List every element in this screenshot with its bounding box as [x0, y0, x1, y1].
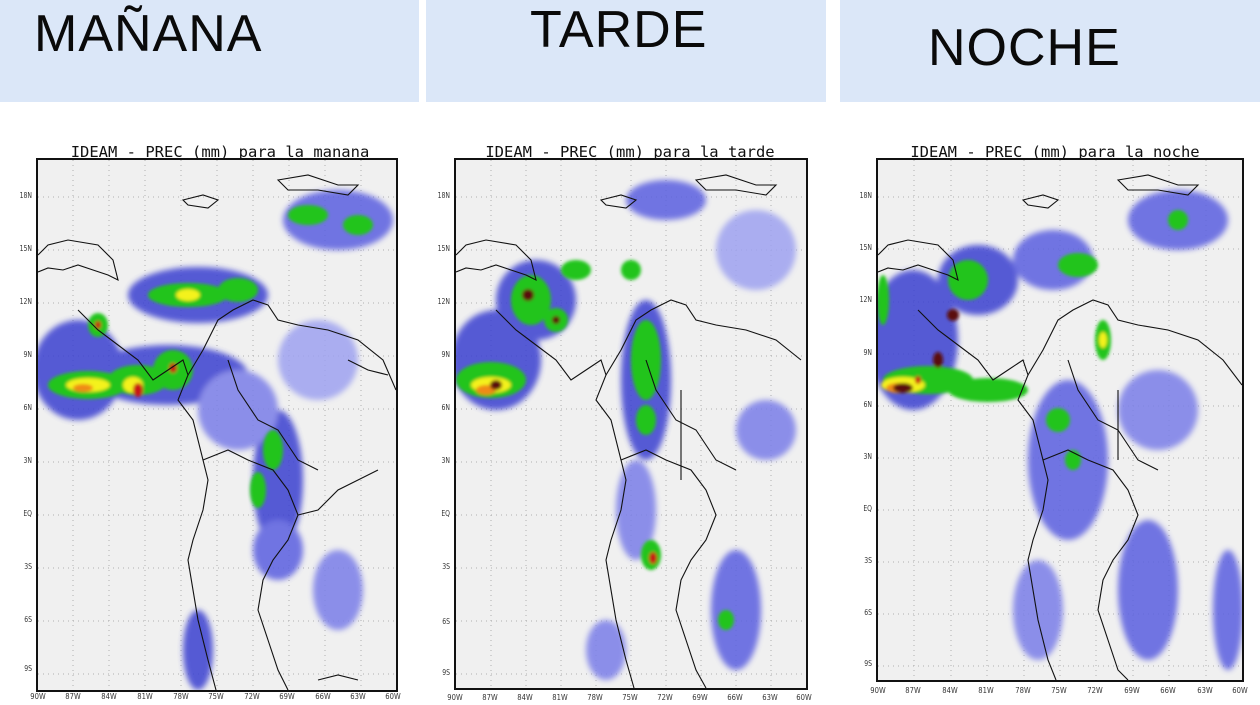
- precip-map-tarde: [454, 158, 808, 690]
- header-manana-label: MAÑANA: [34, 5, 263, 63]
- x-tick: 81W: [552, 693, 568, 702]
- x-tick: 78W: [173, 692, 189, 701]
- y-tick: 6S: [864, 608, 872, 617]
- y-tick: 12N: [859, 295, 872, 304]
- y-tick: 18N: [437, 191, 450, 200]
- y-tick: 15N: [859, 243, 872, 252]
- x-tick: 75W: [622, 693, 638, 702]
- x-tick: 90W: [870, 686, 886, 695]
- map-title-line1: IDEAM - PREC (mm) para la tarde: [485, 143, 775, 161]
- y-tick: 6S: [442, 617, 450, 626]
- x-tick: 81W: [978, 686, 994, 695]
- x-tick: 63W: [350, 692, 366, 701]
- y-tick: EQ: [23, 509, 32, 518]
- x-tick: 72W: [1087, 686, 1103, 695]
- x-tick: 72W: [244, 692, 260, 701]
- x-tick: 72W: [657, 693, 673, 702]
- y-tick: 12N: [19, 297, 32, 306]
- header-tarde-label: TARDE: [530, 1, 708, 59]
- x-tick: 84W: [517, 693, 533, 702]
- y-tick: 6N: [23, 403, 32, 412]
- map-title-line1: IDEAM - PREC (mm) para la manana: [70, 143, 370, 161]
- header-tarde: TARDE: [426, 0, 826, 102]
- x-tick: 90W: [30, 692, 46, 701]
- y-tick: 3N: [23, 456, 32, 465]
- y-tick: 3N: [441, 456, 450, 465]
- header-noche: NOCHE: [840, 0, 1260, 102]
- y-tick: EQ: [863, 504, 872, 513]
- x-tick: 63W: [762, 693, 778, 702]
- x-tick: 60W: [1232, 686, 1248, 695]
- x-tick: 75W: [1051, 686, 1067, 695]
- y-tick: 9S: [864, 659, 872, 668]
- x-tick: 90W: [447, 693, 463, 702]
- x-tick: 78W: [587, 693, 603, 702]
- x-tick: 78W: [1015, 686, 1031, 695]
- x-tick: 66W: [1160, 686, 1176, 695]
- x-tick: 69W: [692, 693, 708, 702]
- x-tick: 66W: [315, 692, 331, 701]
- x-tick: 84W: [101, 692, 117, 701]
- x-tick: 81W: [137, 692, 153, 701]
- precip-map-manana: [36, 158, 398, 692]
- y-tick: 12N: [437, 297, 450, 306]
- y-tick: 3N: [863, 452, 872, 461]
- x-tick: 87W: [905, 686, 921, 695]
- x-tick: 63W: [1197, 686, 1213, 695]
- y-tick: 9S: [442, 668, 450, 677]
- header-manana: MAÑANA: [0, 0, 419, 102]
- y-tick: 6S: [24, 615, 32, 624]
- y-tick: 3S: [442, 562, 450, 571]
- map-title-line1: IDEAM - PREC (mm) para la noche: [910, 143, 1200, 161]
- y-tick: 6N: [863, 400, 872, 409]
- x-tick: 84W: [942, 686, 958, 695]
- y-tick: EQ: [441, 509, 450, 518]
- y-tick: 9N: [23, 350, 32, 359]
- x-tick: 60W: [796, 693, 812, 702]
- y-tick: 18N: [859, 191, 872, 200]
- x-tick: 69W: [279, 692, 295, 701]
- x-tick: 66W: [727, 693, 743, 702]
- y-tick: 15N: [19, 244, 32, 253]
- y-tick: 18N: [19, 191, 32, 200]
- x-tick: 60W: [385, 692, 401, 701]
- y-tick: 15N: [437, 244, 450, 253]
- y-tick: 9N: [863, 348, 872, 357]
- x-tick: 87W: [482, 693, 498, 702]
- y-tick: 3S: [864, 556, 872, 565]
- y-tick: 6N: [441, 403, 450, 412]
- y-tick: 3S: [24, 562, 32, 571]
- x-tick: 75W: [208, 692, 224, 701]
- precip-map-noche: [876, 158, 1244, 682]
- y-tick: 9N: [441, 350, 450, 359]
- header-noche-label: NOCHE: [928, 19, 1121, 77]
- y-tick: 9S: [24, 664, 32, 673]
- x-tick: 87W: [65, 692, 81, 701]
- x-tick: 69W: [1124, 686, 1140, 695]
